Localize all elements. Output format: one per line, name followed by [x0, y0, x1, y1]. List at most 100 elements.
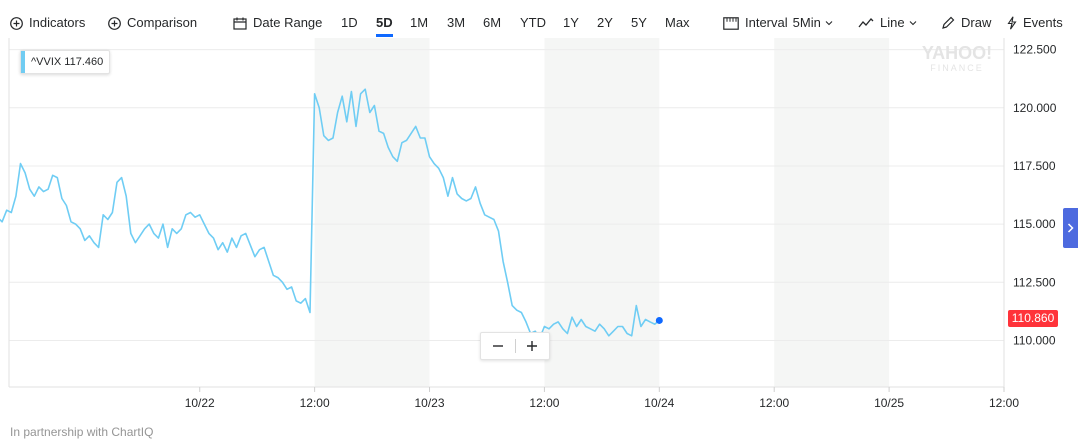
data-point: [51, 174, 54, 177]
draw-label: Draw: [961, 15, 992, 30]
data-point: [584, 325, 587, 328]
data-point: [612, 330, 615, 333]
x-tick-label: 10/22: [185, 396, 215, 410]
data-point: [410, 132, 413, 135]
data-point: [267, 260, 270, 263]
data-point: [207, 232, 210, 235]
data-point: [180, 227, 183, 230]
data-point: [272, 274, 275, 277]
range-6m[interactable]: 6M: [483, 15, 502, 30]
date-range-label: Date Range: [253, 15, 323, 30]
data-point: [442, 176, 445, 179]
x-axis-labels: 10/22 12:00 10/23 12:00 10/24 12:00 10/25 12:00: [185, 387, 1019, 410]
data-point: [603, 327, 606, 330]
data-point: [649, 320, 652, 323]
expand-panel-button[interactable]: [1063, 208, 1078, 248]
chart-type-dropdown[interactable]: Line: [858, 14, 917, 32]
data-point: [79, 227, 82, 230]
data-point: [240, 234, 243, 237]
data-point: [341, 95, 344, 98]
data-point: [276, 276, 279, 279]
data-point: [607, 334, 610, 337]
indicators-button[interactable]: Indicators: [10, 14, 85, 32]
session-shade: [314, 38, 430, 387]
data-point: [327, 139, 330, 142]
date-range-button[interactable]: Date Range: [233, 14, 322, 32]
data-point: [83, 239, 86, 242]
data-point: [143, 227, 146, 230]
range-ytd[interactable]: YTD: [520, 15, 546, 30]
range-max[interactable]: Max: [665, 15, 690, 30]
data-point: [570, 316, 573, 319]
draw-button[interactable]: Draw: [941, 14, 991, 32]
data-point: [138, 234, 141, 237]
chartiq-credit: In partnership with ChartIQ: [10, 425, 154, 439]
plus-circle-icon: [10, 16, 23, 30]
comparison-button[interactable]: Comparison: [108, 14, 197, 32]
range-1y[interactable]: 1Y: [563, 15, 579, 30]
data-point: [212, 237, 215, 240]
range-2y[interactable]: 2Y: [597, 15, 613, 30]
data-point: [258, 248, 261, 251]
session-shade: [544, 38, 660, 387]
current-price-tag: 110.860: [1008, 310, 1058, 327]
range-5y[interactable]: 5Y: [631, 15, 647, 30]
interval-value: 5Min: [792, 15, 821, 30]
data-point: [230, 237, 233, 240]
data-point: [184, 213, 187, 216]
data-point: [37, 185, 40, 188]
data-point: [93, 241, 96, 244]
data-point: [350, 90, 353, 93]
range-1d[interactable]: 1D: [341, 15, 358, 30]
plus-circle-icon: [108, 16, 121, 30]
data-point: [129, 232, 132, 235]
session-shading: [314, 38, 890, 387]
data-point: [465, 199, 468, 202]
range-1m[interactable]: 1M: [410, 15, 429, 30]
pencil-icon: [941, 16, 955, 30]
data-point: [511, 304, 514, 307]
data-point: [635, 304, 638, 307]
data-point: [345, 120, 348, 123]
yahoo-finance-watermark: YAHOO! FINANCE: [921, 43, 993, 73]
data-point: [451, 176, 454, 179]
data-point: [299, 302, 302, 305]
data-point: [28, 188, 31, 191]
data-point: [364, 88, 367, 91]
current-value-dot: [655, 316, 663, 324]
data-point: [460, 197, 463, 200]
data-point: [166, 246, 169, 249]
data-point: [653, 323, 656, 326]
data-point: [189, 211, 192, 214]
zoom-out-button[interactable]: [481, 333, 515, 359]
data-point: [74, 223, 77, 226]
data-point: [593, 330, 596, 333]
data-point: [194, 216, 197, 219]
series-line: [0, 88, 660, 339]
y-axis-labels: 110.000 112.500 115.000 117.500 120.000 122.5…: [1013, 43, 1057, 348]
zoom-in-button[interactable]: [516, 333, 550, 359]
data-point: [102, 213, 105, 216]
data-point: [580, 318, 583, 321]
comparison-label: Comparison: [127, 15, 198, 30]
chevron-down-icon: [909, 20, 917, 26]
line-label: Line: [880, 15, 905, 30]
data-point: [313, 92, 316, 95]
range-3m[interactable]: 3M: [447, 15, 466, 30]
data-point: [249, 244, 252, 247]
data-point: [639, 325, 642, 328]
data-point: [290, 285, 293, 288]
events-button[interactable]: Events: [1007, 14, 1063, 32]
ticker-tag[interactable]: ^VVIX 117.460: [20, 50, 111, 74]
data-point: [5, 209, 8, 212]
data-point: [543, 325, 546, 328]
plus-icon: [527, 341, 538, 351]
data-point: [235, 246, 238, 249]
data-point: [433, 162, 436, 165]
interval-dropdown[interactable]: Interval 5Min: [723, 14, 833, 32]
y-tick-label: 120.000: [1013, 101, 1057, 115]
range-5d[interactable]: 5D: [376, 15, 393, 37]
data-point: [148, 223, 151, 226]
data-point: [161, 223, 164, 226]
